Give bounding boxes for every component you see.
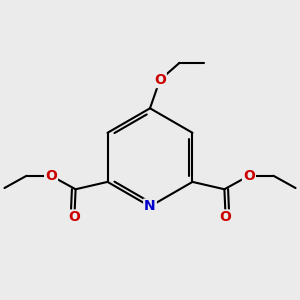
- Text: N: N: [144, 200, 156, 213]
- Text: O: O: [45, 169, 57, 183]
- Text: O: O: [220, 211, 232, 224]
- Text: O: O: [68, 211, 80, 224]
- Text: O: O: [243, 169, 255, 183]
- Text: O: O: [154, 73, 166, 87]
